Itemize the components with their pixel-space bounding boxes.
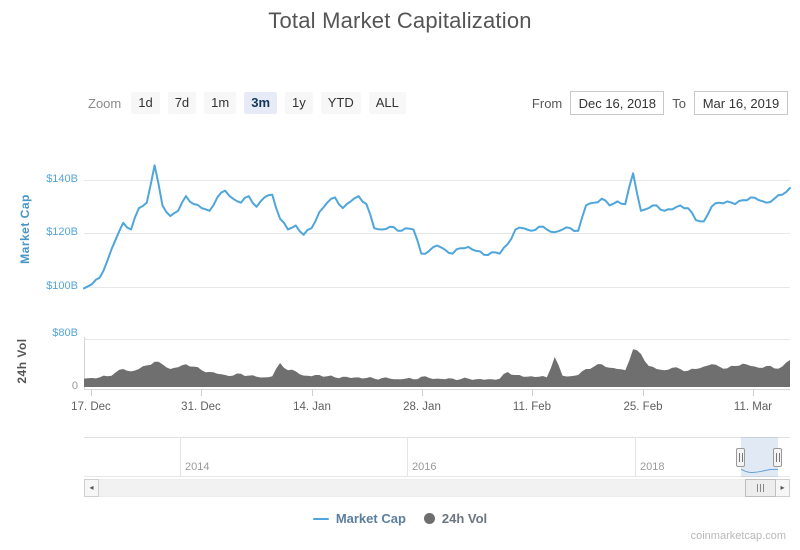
navigator-selection[interactable] — [741, 437, 778, 477]
navigator-gridline — [407, 438, 408, 476]
watermark: coinmarketcap.com — [690, 530, 786, 542]
zoom-button-1y[interactable]: 1y — [285, 92, 313, 114]
gridline-120b — [84, 233, 790, 234]
zoom-label: Zoom — [88, 95, 122, 111]
legend-item-24h-vol[interactable]: 24h Vol — [423, 511, 488, 526]
scrollbar-thumb[interactable] — [745, 479, 776, 497]
navigator-year-2018: 2018 — [640, 461, 665, 473]
xtick-mark — [753, 389, 754, 396]
navigator-gridline — [180, 438, 181, 476]
xtick-14-jan: 14. Jan — [293, 401, 331, 413]
chart-title: Total Market Capitalization — [268, 8, 532, 33]
line-symbol-icon — [312, 517, 329, 520]
ytick-100b: $100B — [46, 280, 78, 292]
legend: Market Cap 24h Vol — [0, 511, 800, 526]
xtick-11-mar: 11. Mar — [733, 401, 773, 413]
navigator-top-border — [84, 437, 790, 438]
zoom-button-1m[interactable]: 1m — [204, 92, 237, 114]
navigator-right-handle[interactable] — [773, 448, 782, 467]
xtick-mark — [91, 389, 92, 396]
xtick-11-feb: 11. Feb — [512, 401, 552, 413]
gridline-80b — [84, 339, 790, 340]
ytick-80b: $80B — [52, 327, 78, 339]
xtick-mark — [201, 389, 202, 396]
xtick-mark — [422, 389, 423, 396]
from-date-input[interactable] — [570, 91, 665, 115]
ytick-120b: $120B — [46, 226, 78, 238]
date-range-controls: From To — [532, 91, 788, 115]
navigator-year-2014: 2014 — [185, 461, 210, 473]
volume-area-series — [84, 349, 790, 387]
ytick-0: 0 — [71, 380, 78, 392]
legend-label-market-cap: Market Cap — [335, 511, 406, 526]
legend-label-24h-vol: 24h Vol — [441, 511, 488, 526]
from-label: From — [531, 95, 563, 111]
to-label: To — [672, 95, 686, 111]
navigator-left-handle[interactable] — [736, 448, 745, 467]
xtick-mark — [532, 389, 533, 396]
gridline-140b — [84, 180, 790, 181]
zoom-button-7d[interactable]: 7d — [167, 92, 197, 114]
market-cap-line-series — [83, 164, 791, 290]
zoom-button-3m[interactable]: 3m — [244, 92, 278, 114]
volume-y-axis-line — [84, 337, 85, 389]
zoom-toolbar: Zoom 1d 7d 1m 3m 1y YTD ALL — [88, 92, 406, 114]
xtick-mark — [643, 389, 644, 396]
xtick-mark — [312, 389, 313, 396]
ytick-140b: $140B — [46, 173, 78, 185]
navigator-year-2016: 2016 — [412, 461, 437, 473]
xtick-17-dec: 17. Dec — [71, 401, 111, 413]
xtick-25-feb: 25. Feb — [623, 401, 663, 413]
navigator-bottom-border — [84, 476, 790, 477]
to-date-input[interactable] — [694, 91, 788, 115]
navigator-gridline — [635, 438, 636, 476]
zoom-button-all[interactable]: ALL — [368, 92, 406, 114]
dot-symbol-icon — [423, 513, 435, 524]
navigator-mini-line — [740, 468, 779, 474]
zoom-button-ytd[interactable]: YTD — [320, 92, 361, 114]
zoom-button-1d[interactable]: 1d — [131, 92, 160, 114]
gridline-100b — [84, 287, 790, 288]
volume-baseline — [84, 389, 790, 390]
scrollbar-right-arrow-icon[interactable]: ▸ — [775, 479, 790, 497]
xtick-28-jan: 28. Jan — [403, 401, 441, 413]
xtick-31-dec: 31. Dec — [181, 401, 221, 413]
scrollbar-left-arrow-icon[interactable]: ◂ — [84, 479, 99, 497]
scrollbar-track[interactable] — [84, 479, 790, 497]
legend-item-market-cap[interactable]: Market Cap — [312, 511, 406, 526]
